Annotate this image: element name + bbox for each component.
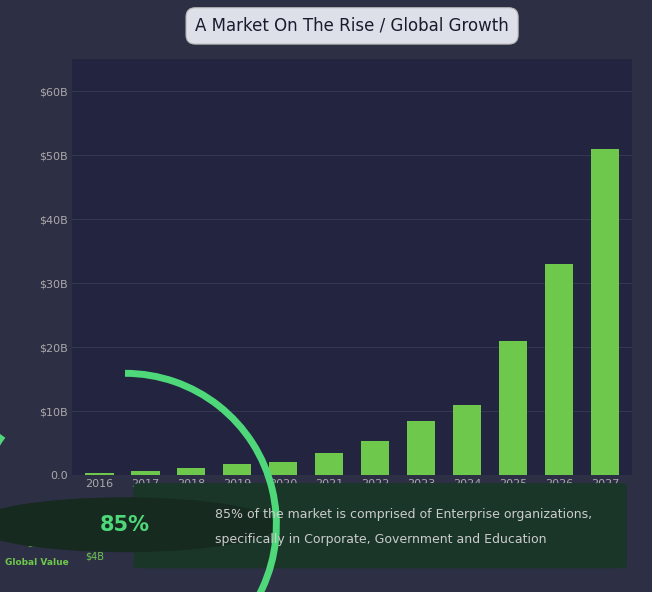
Bar	[407, 421, 436, 475]
Bar	[177, 468, 205, 475]
Text: 85%: 85%	[100, 514, 150, 535]
Text: $33B: $33B	[550, 551, 575, 561]
Text: $21B: $21B	[269, 551, 295, 561]
Bar	[315, 453, 344, 475]
Text: $11B: $11B	[456, 551, 481, 561]
Bar	[452, 405, 481, 475]
Text: $85B: $85B	[409, 551, 435, 561]
Bar	[269, 462, 297, 475]
Bar	[131, 471, 160, 475]
Text: $11B: $11B	[176, 551, 201, 561]
Text: Global Value: Global Value	[5, 558, 69, 567]
Bar	[361, 440, 389, 475]
Bar	[544, 264, 573, 475]
Text: $4B: $4B	[85, 551, 104, 561]
Text: $18B: $18B	[223, 551, 248, 561]
Text: $54B: $54B	[363, 551, 388, 561]
Bar	[223, 464, 252, 475]
Text: USD: USD	[26, 540, 48, 549]
Bar	[499, 341, 527, 475]
Bar	[591, 149, 619, 475]
Text: specifically in Corporate, Government and Education: specifically in Corporate, Government an…	[215, 533, 546, 546]
Bar	[85, 472, 113, 475]
Text: $34B: $34B	[316, 551, 341, 561]
Text: A Market On The Rise / Global Growth: A Market On The Rise / Global Growth	[195, 17, 509, 35]
FancyBboxPatch shape	[134, 483, 627, 568]
Text: $51B: $51B	[597, 551, 622, 561]
Text: $7B: $7B	[132, 551, 151, 561]
Circle shape	[0, 498, 276, 552]
Text: 85% of the market is comprised of Enterprise organizations,: 85% of the market is comprised of Enterp…	[215, 509, 592, 522]
Text: $21B: $21B	[503, 551, 528, 561]
